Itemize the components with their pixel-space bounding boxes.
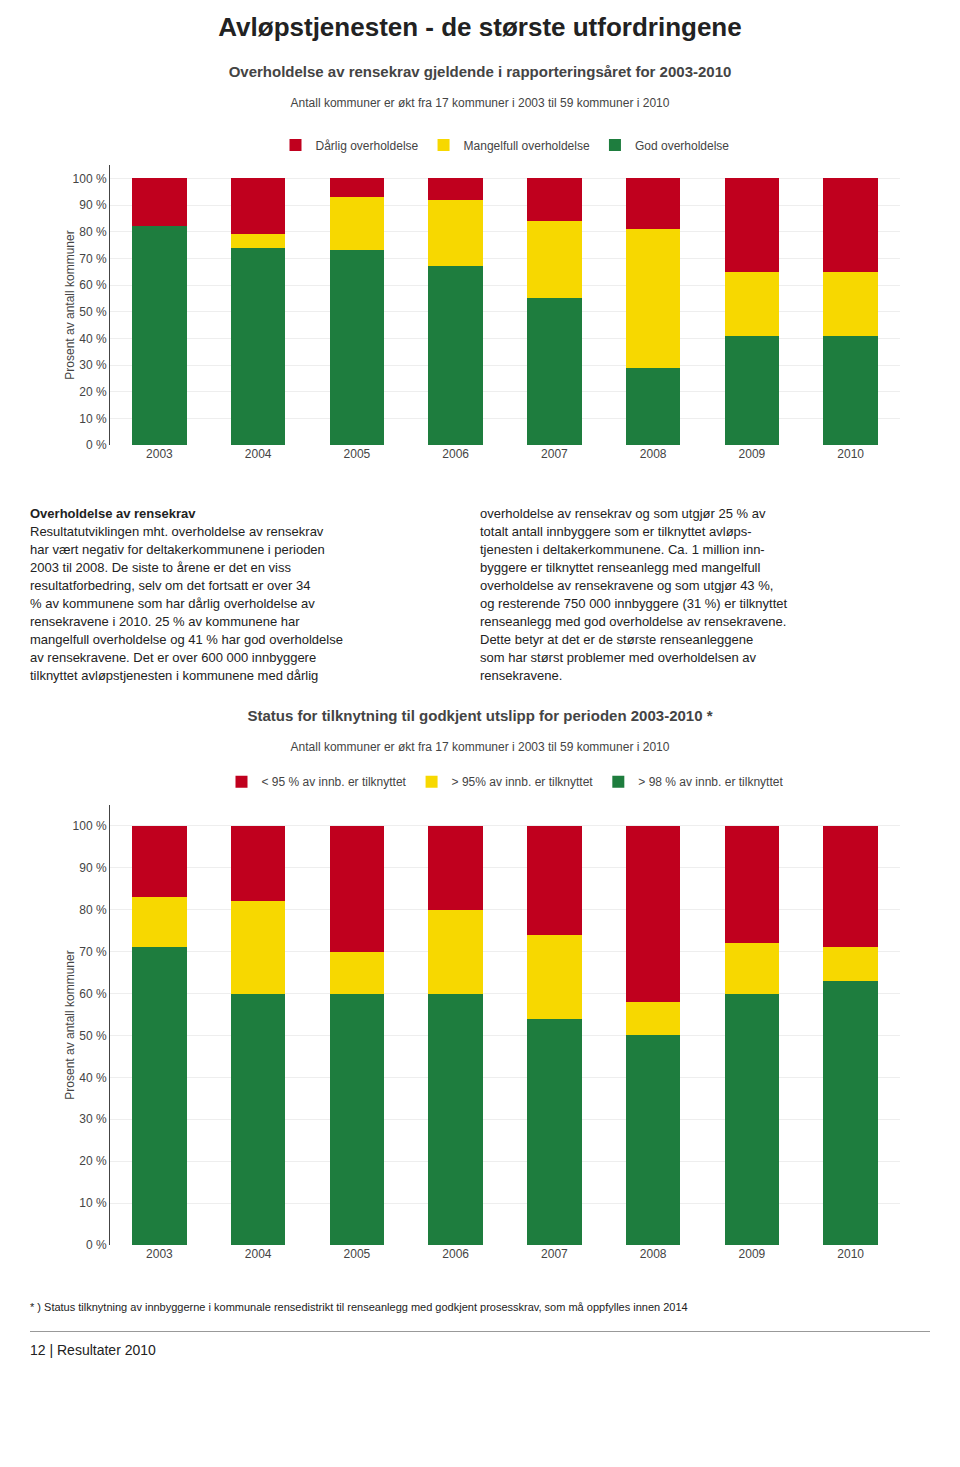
html-text:resultatforbedring, selv om de: resultatforbedring, selv om det fortsatt… xyxy=(30,578,311,593)
html-text:rensekravene.: rensekravene. xyxy=(480,668,563,683)
svg-text:10 %: 10 % xyxy=(79,1196,107,1210)
svg-text:60 %: 60 % xyxy=(79,987,107,1001)
svg-text:2007: 2007 xyxy=(541,447,568,461)
svg-text:2008: 2008 xyxy=(640,1247,667,1261)
svg-text:God overholdelse: God overholdelse xyxy=(635,139,729,153)
svg-text:0 %: 0 % xyxy=(86,438,107,452)
html-text:tjenesten i deltakerkommunene.: tjenesten i deltakerkommunene. Ca. 1 mil… xyxy=(480,542,765,557)
svg-text:2009: 2009 xyxy=(739,1247,766,1261)
svg-text:2006: 2006 xyxy=(442,1247,469,1261)
svg-text:< 95 % av innb. er tilknyttet: < 95 % av innb. er tilknyttet xyxy=(262,775,407,789)
svg-text:2003: 2003 xyxy=(146,1247,173,1261)
html-text:tilknyttet avløpstjenesten i k: tilknyttet avløpstjenesten i kommunene m… xyxy=(30,668,319,683)
svg-text:2009: 2009 xyxy=(739,447,766,461)
svg-text:40 %: 40 % xyxy=(79,1071,107,1085)
svg-text:2005: 2005 xyxy=(344,447,371,461)
html-text:mangelfull overholdelse og 41: mangelfull overholdelse og 41 % har god … xyxy=(30,632,343,647)
svg-text:2003: 2003 xyxy=(146,447,173,461)
svg-text:90 %: 90 % xyxy=(79,198,107,212)
html-text:Avløpstjenesten - de største u: Avløpstjenesten - de største utfordringe… xyxy=(218,12,742,42)
svg-text:2010: 2010 xyxy=(837,1247,864,1261)
svg-text:Antall kommuner er økt fra 17: Antall kommuner er økt fra 17 kommuner i… xyxy=(291,96,670,110)
svg-text:2007: 2007 xyxy=(541,1247,568,1261)
html-text:byggere er tilknyttet renseanl: byggere er tilknyttet renseanlegg med ma… xyxy=(480,560,761,575)
html-text:Dette betyr at det er de størs: Dette betyr at det er de største rensean… xyxy=(480,632,754,647)
html-text:renseanlegg med god overholdel: renseanlegg med god overholdelse av rens… xyxy=(480,614,787,629)
svg-text:Prosent av antall kommuner: Prosent av antall kommuner xyxy=(63,950,77,1099)
html-text:Overholdelse av rensekrav: Overholdelse av rensekrav xyxy=(30,506,196,521)
html-text:overholdelse av rensekravene o: overholdelse av rensekravene og som utgj… xyxy=(480,578,774,593)
svg-text:70 %: 70 % xyxy=(79,945,107,959)
svg-text:2010: 2010 xyxy=(837,447,864,461)
svg-text:30 %: 30 % xyxy=(79,1112,107,1126)
html-text:og resterende 750 000 innbygge: og resterende 750 000 innbyggere (31 %) … xyxy=(480,596,788,611)
svg-text:60 %: 60 % xyxy=(79,278,107,292)
svg-text:20 %: 20 % xyxy=(79,385,107,399)
svg-text:2008: 2008 xyxy=(640,447,667,461)
svg-text:Status for tilknytning til god: Status for tilknytning til godkjent utsl… xyxy=(247,707,712,724)
svg-text:80 %: 80 % xyxy=(79,225,107,239)
svg-text:0 %: 0 % xyxy=(86,1238,107,1252)
svg-text:> 98 % av innb. er tilknyttet: > 98 % av innb. er tilknyttet xyxy=(638,775,783,789)
svg-text:10 %: 10 % xyxy=(79,412,107,426)
svg-text:40 %: 40 % xyxy=(79,332,107,346)
svg-text:Dårlig overholdelse: Dårlig overholdelse xyxy=(316,139,419,153)
html-text:av rensekravene. Det er over 6: av rensekravene. Det er over 600 000 inn… xyxy=(30,650,317,665)
html-text:Resultatutviklingen mht. overh: Resultatutviklingen mht. overholdelse av… xyxy=(30,524,324,539)
svg-text:> 95% av innb. er tilknyttet: > 95% av innb. er tilknyttet xyxy=(452,775,594,789)
svg-text:70 %: 70 % xyxy=(79,252,107,266)
html-text:* ) Status tilknytning av innb: * ) Status tilknytning av innbyggerne i … xyxy=(30,1301,688,1313)
svg-text:Overholdelse av rensekrav gjel: Overholdelse av rensekrav gjeldende i ra… xyxy=(229,63,732,80)
html-text:12 | Resultater 2010: 12 | Resultater 2010 xyxy=(30,1342,156,1358)
svg-text:50 %: 50 % xyxy=(79,1029,107,1043)
svg-text:100 %: 100 % xyxy=(73,172,107,186)
svg-text:2004: 2004 xyxy=(245,447,272,461)
html-text:overholdelse av rensekrav og s: overholdelse av rensekrav og som utgjør … xyxy=(480,506,766,521)
svg-text:30 %: 30 % xyxy=(79,358,107,372)
html-text:som har størst problemer med o: som har størst problemer med overholdels… xyxy=(480,650,756,665)
svg-text:80 %: 80 % xyxy=(79,903,107,917)
svg-text:20 %: 20 % xyxy=(79,1154,107,1168)
html-text:rensekravene i 2010. 25 % av k: rensekravene i 2010. 25 % av kommunene h… xyxy=(30,614,300,629)
svg-text:Mangelfull overholdelse: Mangelfull overholdelse xyxy=(464,139,590,153)
html-text:% av kommunene som har dårlig: % av kommunene som har dårlig overholdel… xyxy=(30,596,315,611)
svg-text:Prosent av antall kommuner: Prosent av antall kommuner xyxy=(63,230,77,379)
html-text:har vært negativ for deltakerk: har vært negativ for deltakerkommunene i… xyxy=(30,542,325,557)
svg-text:Antall kommuner er økt fra 17: Antall kommuner er økt fra 17 kommuner i… xyxy=(291,740,670,754)
svg-text:2004: 2004 xyxy=(245,1247,272,1261)
html-text:totalt antall innbyggere som e: totalt antall innbyggere som er tilknytt… xyxy=(480,524,752,539)
html-text:2003 til 2008. De siste to åre: 2003 til 2008. De siste to årene er det … xyxy=(30,560,291,575)
svg-text:90 %: 90 % xyxy=(79,861,107,875)
svg-text:2005: 2005 xyxy=(344,1247,371,1261)
svg-text:50 %: 50 % xyxy=(79,305,107,319)
svg-text:2006: 2006 xyxy=(442,447,469,461)
svg-text:100 %: 100 % xyxy=(73,819,107,833)
